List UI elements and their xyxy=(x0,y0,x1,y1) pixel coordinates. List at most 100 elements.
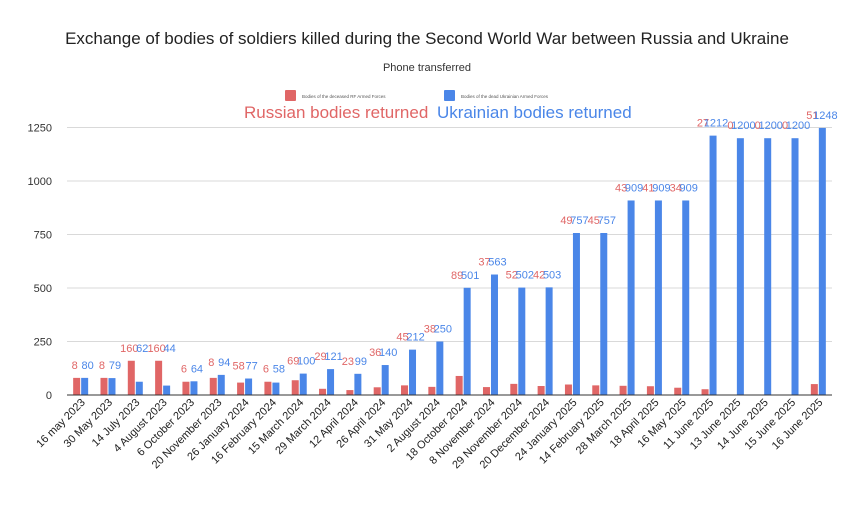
data-label-russia: 43 xyxy=(615,182,627,194)
data-label-russia: 6 xyxy=(181,363,187,375)
bar-ukraine xyxy=(299,373,307,395)
bar-russia xyxy=(701,389,709,395)
data-label-russia: 45 xyxy=(396,332,408,344)
bar-russia xyxy=(674,387,682,395)
bar-ukraine xyxy=(135,381,143,395)
data-label-ukraine: 1200 xyxy=(786,120,810,132)
gridlines xyxy=(67,127,832,342)
bar-ukraine xyxy=(108,378,116,395)
y-tick-label: 0 xyxy=(46,390,52,402)
bar-russia xyxy=(510,383,518,395)
bar-russia xyxy=(537,386,545,395)
bar-ukraine xyxy=(245,378,253,395)
bar-russia xyxy=(182,381,190,395)
data-label-ukraine: 757 xyxy=(598,215,616,227)
bar-russia xyxy=(291,380,299,395)
data-label-russia: 23 xyxy=(342,356,354,368)
bar-ukraine xyxy=(190,381,198,395)
data-label-russia: 58 xyxy=(232,361,244,373)
bar-russia xyxy=(564,384,572,395)
bar-russia xyxy=(73,377,81,395)
data-label-russia: 8 xyxy=(208,357,214,369)
bar-russia xyxy=(592,385,600,395)
data-label-ukraine: 121 xyxy=(324,351,342,363)
data-label-ukraine: 100 xyxy=(297,356,315,368)
annotation-ukrainian: Ukrainian bodies returned xyxy=(437,103,632,122)
bar-ukraine xyxy=(163,385,171,395)
bar-ukraine xyxy=(545,287,553,395)
data-label-ukraine: 99 xyxy=(355,356,367,368)
y-tick-label: 1000 xyxy=(28,176,52,188)
bars xyxy=(73,127,826,395)
data-label-ukraine: 502 xyxy=(516,270,534,282)
bar-russia xyxy=(155,360,163,395)
data-label-ukraine: 64 xyxy=(191,363,203,375)
bar-ukraine xyxy=(217,374,225,395)
chart-title: Exchange of bodies of soldiers killed du… xyxy=(65,29,789,48)
bar-russia xyxy=(619,385,627,395)
bar-russia xyxy=(455,375,463,395)
bar-russia xyxy=(646,386,654,395)
bar-russia xyxy=(237,382,245,395)
y-tick-label: 1250 xyxy=(28,123,52,135)
data-label-russia: 6 xyxy=(263,364,269,376)
data-label-russia: 36 xyxy=(369,347,381,359)
data-label-ukraine: 94 xyxy=(218,357,230,369)
bar-ukraine xyxy=(682,200,690,395)
data-label-ukraine: 1200 xyxy=(731,120,755,132)
data-label-russia: 45 xyxy=(588,215,600,227)
bar-russia xyxy=(319,388,327,395)
bar-ukraine xyxy=(518,287,526,395)
data-label-ukraine: 909 xyxy=(625,182,643,194)
bar-ukraine xyxy=(654,200,662,395)
bar-ukraine xyxy=(81,377,89,395)
data-label-ukraine: 1200 xyxy=(758,120,782,132)
bar-ukraine xyxy=(791,138,799,395)
data-label-russia: 42 xyxy=(533,269,545,281)
bar-ukraine xyxy=(600,233,608,395)
data-label-russia: 49 xyxy=(560,215,572,227)
data-label-russia: 0 xyxy=(727,120,733,132)
legend-swatch-ukraine xyxy=(444,90,455,101)
data-label-russia: 41 xyxy=(642,182,654,194)
data-label-ukraine: 140 xyxy=(379,347,397,359)
data-label-ukraine: 62 xyxy=(136,343,148,355)
bar-ukraine xyxy=(572,233,580,395)
data-label-ukraine: 501 xyxy=(461,270,479,282)
bar-russia xyxy=(209,377,217,395)
bar-ukraine xyxy=(709,135,717,395)
data-label-russia: 0 xyxy=(755,120,761,132)
data-label-ukraine: 909 xyxy=(680,182,698,194)
bar-russia xyxy=(100,377,108,395)
data-label-russia: 51 xyxy=(806,110,818,122)
data-label-ukraine: 77 xyxy=(245,361,257,373)
data-label-ukraine: 212 xyxy=(406,332,424,344)
bar-russia xyxy=(373,387,381,395)
bar-ukraine xyxy=(818,127,826,395)
bar-ukraine xyxy=(463,287,471,395)
data-label-russia: 89 xyxy=(451,270,463,282)
data-label-russia: 34 xyxy=(670,182,682,194)
bar-ukraine xyxy=(627,200,635,395)
data-label-russia: 8 xyxy=(72,360,78,372)
data-label-russia: 29 xyxy=(314,351,326,363)
bar-ukraine xyxy=(354,373,362,395)
legend-swatch-russia xyxy=(285,90,296,101)
data-label-ukraine: 503 xyxy=(543,269,561,281)
data-label-russia: 69 xyxy=(287,356,299,368)
bar-russia xyxy=(482,387,490,395)
bar-ukraine xyxy=(409,349,417,395)
data-label-russia: 37 xyxy=(478,257,490,269)
annotation-russian: Russian bodies returned xyxy=(244,103,428,122)
bar-russia xyxy=(428,386,436,395)
bar-russia xyxy=(127,360,135,395)
data-label-ukraine: 1212 xyxy=(704,118,728,130)
y-tick-label: 500 xyxy=(34,283,52,295)
legend: Bodies of the deceased RF Armed Forces B… xyxy=(244,90,632,122)
data-label-ukraine: 250 xyxy=(434,324,452,336)
data-label-ukraine: 44 xyxy=(164,343,176,355)
legend-label-ukraine: Bodies of the dead Ukrainian Armed Force… xyxy=(461,94,549,99)
bar-russia xyxy=(810,384,818,395)
data-label-russia: 52 xyxy=(506,270,518,282)
